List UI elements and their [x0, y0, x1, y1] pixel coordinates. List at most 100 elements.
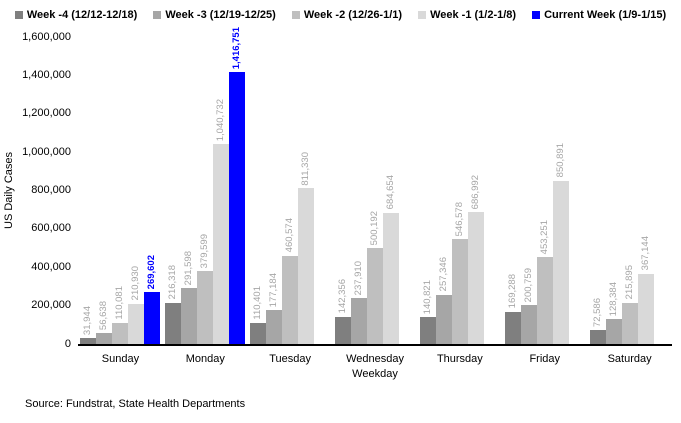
y-tick-label: 0 — [64, 337, 71, 350]
bar: 367,144 — [637, 236, 654, 344]
legend-item-2: Week -2 (12/26-1/1) — [291, 9, 403, 21]
bar-value-label: 72,586 — [591, 298, 603, 328]
bar: 1,416,751 — [229, 27, 246, 344]
legend-label: Current Week (1/9-1/15) — [544, 9, 667, 21]
bar-value-label: 200,759 — [522, 268, 534, 303]
bar-group-monday: 216,318 291,598 379,599 1,040,732 1,416,751 — [163, 27, 248, 344]
legend-swatch-icon — [418, 11, 427, 19]
bar-value-label: 453,251 — [538, 219, 550, 255]
bar-value-label: 237,910 — [353, 261, 364, 296]
bar: 546,578 — [451, 202, 468, 344]
bar-group-wednesday: 142,356 237,910 500,192 684,654 — [333, 37, 418, 344]
bar-group-sunday: 31,944 56,638 110,081 210,930 269,602 — [78, 37, 163, 344]
bar-value-label: 811,330 — [300, 151, 312, 186]
source-note: Source: Fundstrat, State Health Departme… — [25, 398, 246, 410]
bar: 110,081 — [112, 286, 129, 344]
bar: 686,992 — [467, 175, 484, 344]
legend-swatch-icon — [153, 11, 162, 19]
y-tick-label: 600,000 — [31, 222, 71, 235]
bar: 169,288 — [504, 274, 521, 344]
bar-value-label: 210,930 — [130, 266, 142, 301]
x-category-label: Saturday — [607, 353, 652, 365]
bar: 128,384 — [605, 282, 622, 344]
x-category-label: Sunday — [101, 353, 140, 365]
bar-value-label: 110,081 — [114, 286, 126, 320]
bar: 216,318 — [165, 265, 182, 344]
legend-item-0: Week -4 (12/12-12/18) — [14, 9, 138, 21]
bar-value-label: 169,288 — [506, 274, 518, 309]
bar-value-label: 142,356 — [337, 279, 348, 314]
y-tick-label: 1,200,000 — [22, 107, 71, 120]
bar-value-label: 128,384 — [607, 282, 619, 317]
y-tick-label: 200,000 — [31, 299, 71, 312]
bar: 684,654 — [383, 175, 399, 344]
y-tick-label: 800,000 — [31, 184, 71, 196]
bar-value-label: 177,184 — [268, 272, 280, 308]
y-tick-label: 1,600,000 — [22, 30, 71, 43]
bar: 850,891 — [552, 143, 569, 344]
bar: 460,574 — [282, 218, 299, 344]
bar: 140,821 — [419, 280, 436, 344]
bar: 56,638 — [96, 301, 113, 344]
bar-value-label: 500,192 — [369, 210, 380, 246]
bar: 257,346 — [435, 257, 452, 344]
x-category-label: Friday — [529, 353, 560, 365]
bar: 215,895 — [621, 265, 638, 344]
bar: 72,586 — [589, 298, 606, 344]
bar: 210,930 — [128, 266, 145, 344]
bar-value-label: 546,578 — [453, 201, 465, 237]
bar: 31,944 — [80, 306, 97, 344]
bar: 177,184 — [266, 273, 283, 344]
bar-value-label: 850,891 — [554, 143, 566, 178]
x-category-label: Wednesday — [346, 353, 404, 365]
legend-swatch-icon — [532, 11, 541, 19]
bar-group-friday: 169,288 200,759 453,251 850,891 — [502, 37, 587, 344]
bar-value-label: 269,602 — [146, 254, 158, 290]
bar: 237,910 — [351, 261, 367, 344]
bar-value-label: 684,654 — [385, 175, 396, 210]
bar: 500,192 — [367, 211, 383, 344]
x-category-label: Thursday — [436, 353, 483, 365]
bar-value-label: 367,144 — [639, 236, 651, 271]
bar-value-label: 379,599 — [199, 233, 211, 269]
chart-body: US Daily Cases 0 200,000 400,000 600,000 800… — [0, 27, 681, 350]
bar: 453,251 — [536, 220, 553, 344]
y-tick-label: 1,400,000 — [22, 68, 71, 81]
legend-swatch-icon — [291, 11, 300, 19]
y-axis-title: US Daily Cases — [3, 151, 15, 230]
legend-item-1: Week -3 (12/19-12/25) — [153, 9, 276, 21]
bar: 291,598 — [181, 251, 198, 344]
bar: 269,602 — [144, 255, 161, 344]
legend-label: Week -2 (12/26-1/1) — [303, 9, 403, 21]
y-axis-ticks: 0 200,000 400,000 600,000 800,000 1,000,000 1,… — [18, 31, 78, 350]
chart: Week -4 (12/12-12/18) Week -3 (12/19-12/2… — [0, 0, 681, 410]
bar: 1,040,732 — [213, 99, 230, 344]
bar-value-label: 291,598 — [183, 250, 195, 286]
bar-value-label: 257,346 — [437, 257, 449, 292]
bar: 811,330 — [298, 152, 315, 344]
bar-value-label: 140,821 — [421, 279, 433, 314]
bar-value-label: 56,638 — [98, 301, 110, 331]
bar: 200,759 — [520, 268, 537, 344]
bar-group-saturday: 72,586 128,384 215,895 367,144 — [587, 37, 672, 344]
plot-area: 31,944 56,638 110,081 210,930 269,602 216,318… — [78, 27, 672, 346]
bar-value-label: 686,992 — [469, 174, 481, 210]
x-category-label: Tuesday — [269, 353, 312, 365]
bar-value-label: 1,416,751 — [231, 26, 243, 70]
x-axis-title: Weekday — [352, 368, 398, 380]
legend-item-3: Week -1 (1/2-1/8) — [418, 9, 516, 21]
x-category-label: Monday — [185, 353, 225, 365]
legend-item-4: Current Week (1/9-1/15) — [532, 9, 666, 21]
x-axis-labels: Sunday Monday Tuesday Wednesday Thursday Frid… — [78, 353, 672, 365]
bar-value-label: 110,401 — [252, 286, 264, 320]
legend: Week -4 (12/12-12/18) Week -3 (12/19-12/2… — [0, 0, 681, 21]
legend-label: Week -3 (12/19-12/25) — [165, 9, 276, 21]
bar-value-label: 31,944 — [82, 305, 94, 335]
y-tick-label: 1,000,000 — [22, 145, 71, 158]
bar-group-thursday: 140,821 257,346 546,578 686,992 — [417, 37, 502, 344]
bar-value-label: 216,318 — [167, 265, 179, 300]
bar-value-label: 1,040,732 — [215, 99, 227, 142]
legend-label: Week -4 (12/12-12/18) — [26, 9, 138, 21]
bar-group-tuesday: 110,401 177,184 460,574 811,330 — [248, 37, 333, 344]
bar: 142,356 — [335, 279, 351, 344]
